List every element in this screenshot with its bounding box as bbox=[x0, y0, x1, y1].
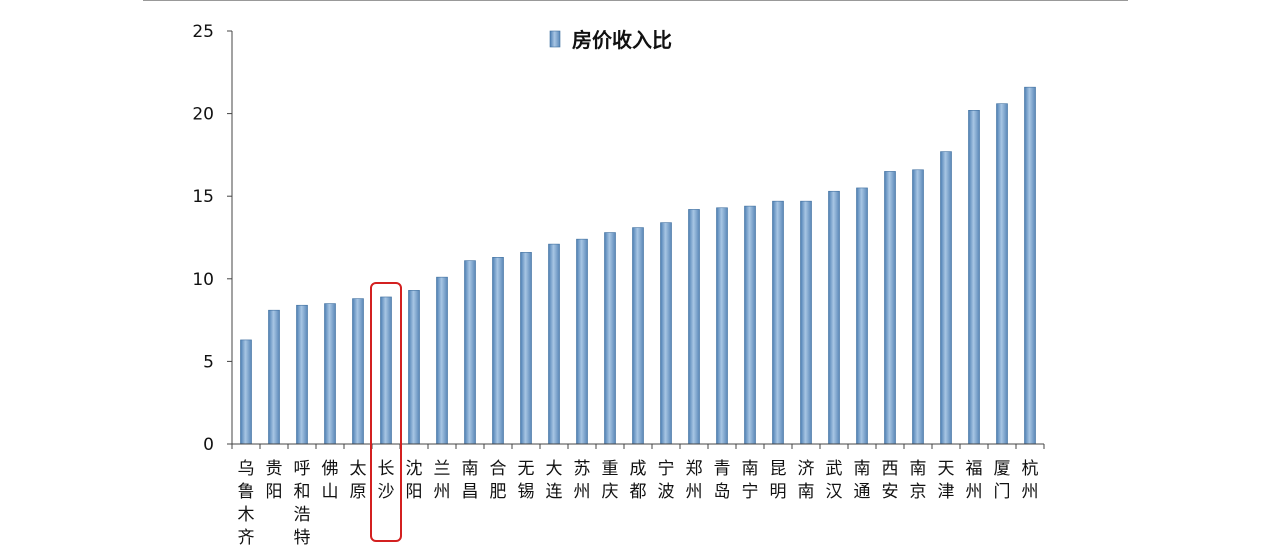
bar-5 bbox=[352, 298, 364, 445]
bar-3 bbox=[296, 304, 308, 445]
x-tick-label-19: 南宁 bbox=[742, 459, 759, 502]
x-tick-label-4: 佛山 bbox=[322, 459, 339, 502]
bar-10 bbox=[492, 257, 504, 445]
x-tick-label-8: 兰州 bbox=[434, 459, 451, 502]
x-tick-label-25: 南京 bbox=[910, 459, 927, 502]
bar-23 bbox=[856, 187, 868, 445]
bar-21 bbox=[800, 200, 812, 445]
bar-15 bbox=[632, 227, 644, 445]
bar-9 bbox=[464, 260, 476, 445]
x-tick-label-14: 重庆 bbox=[602, 459, 619, 502]
x-tick-label-17: 郑州 bbox=[686, 459, 703, 502]
x-tick-label-2: 贵阳 bbox=[266, 459, 283, 502]
legend-label: 房价收入比 bbox=[572, 28, 672, 52]
bar-12 bbox=[548, 243, 560, 445]
y-tick-label-2: 10 bbox=[192, 270, 214, 290]
bar-2 bbox=[268, 309, 280, 445]
y-tick-label-0: 0 bbox=[203, 435, 214, 455]
bar-22 bbox=[828, 190, 840, 445]
bar-4 bbox=[324, 303, 336, 445]
x-tick-label-7: 沈阳 bbox=[406, 459, 423, 502]
x-tick-label-21: 济南 bbox=[798, 459, 815, 502]
bar-29 bbox=[1024, 86, 1036, 445]
y-tick-label-5: 25 bbox=[192, 22, 214, 42]
legend: 房价收入比 bbox=[549, 28, 672, 52]
x-tick-label-16: 宁波 bbox=[658, 459, 675, 502]
bar-19 bbox=[744, 205, 756, 445]
x-tick-label-15: 成都 bbox=[630, 459, 647, 502]
highlight-box bbox=[370, 281, 402, 542]
bar-27 bbox=[968, 110, 980, 445]
x-tick-label-10: 合肥 bbox=[490, 459, 507, 502]
x-tick-label-22: 武汉 bbox=[826, 459, 843, 502]
bar-17 bbox=[688, 209, 700, 445]
bar-24 bbox=[884, 171, 896, 445]
bar-7 bbox=[408, 290, 420, 445]
x-tick-label-28: 厦门 bbox=[994, 459, 1011, 502]
bar-28 bbox=[996, 103, 1008, 445]
bar-8 bbox=[436, 276, 448, 445]
bar-16 bbox=[660, 222, 672, 445]
axes bbox=[227, 30, 1045, 449]
y-tick-label-4: 20 bbox=[192, 105, 214, 125]
x-tick-label-3: 呼和浩特 bbox=[294, 459, 311, 545]
y-tick-labels: 0 5 10 15 20 25 bbox=[192, 22, 214, 455]
x-tick-label-9: 南昌 bbox=[462, 459, 479, 502]
x-tick-label-29: 杭州 bbox=[1022, 459, 1039, 502]
highlight-overlay bbox=[370, 281, 402, 542]
x-tick-label-1: 乌鲁木齐 bbox=[238, 459, 255, 545]
bar-26 bbox=[940, 151, 952, 445]
x-tick-label-24: 西安 bbox=[882, 459, 899, 502]
x-tick-label-27: 福州 bbox=[966, 459, 983, 502]
x-tick-label-12: 大连 bbox=[546, 459, 563, 502]
x-tick-label-5: 太原 bbox=[350, 459, 367, 502]
x-tick-label-11: 无锡 bbox=[518, 459, 535, 502]
bar-18 bbox=[716, 207, 728, 445]
x-tick-label-26: 天津 bbox=[938, 459, 955, 502]
x-tick-label-18: 青岛 bbox=[714, 459, 731, 502]
bars bbox=[240, 86, 1036, 445]
bar-13 bbox=[576, 238, 588, 445]
bar-20 bbox=[772, 200, 784, 445]
x-tick-label-13: 苏州 bbox=[574, 459, 591, 502]
bar-14 bbox=[604, 232, 616, 445]
x-tick-label-20: 昆明 bbox=[770, 459, 787, 502]
y-tick-label-3: 15 bbox=[192, 187, 214, 207]
bar-1 bbox=[240, 339, 252, 445]
bar-6 bbox=[380, 296, 392, 445]
legend-swatch bbox=[549, 30, 561, 48]
y-tick-label-1: 5 bbox=[203, 352, 214, 372]
bar-25 bbox=[912, 169, 924, 445]
x-tick-label-23: 南通 bbox=[854, 459, 871, 502]
x-tick-labels: 乌鲁木齐贵阳呼和浩特佛山太原长沙沈阳兰州南昌合肥无锡大连苏州重庆成都宁波郑州青岛… bbox=[238, 459, 1039, 545]
x-tick-label-6: 长沙 bbox=[378, 459, 395, 502]
bar-11 bbox=[520, 252, 532, 445]
